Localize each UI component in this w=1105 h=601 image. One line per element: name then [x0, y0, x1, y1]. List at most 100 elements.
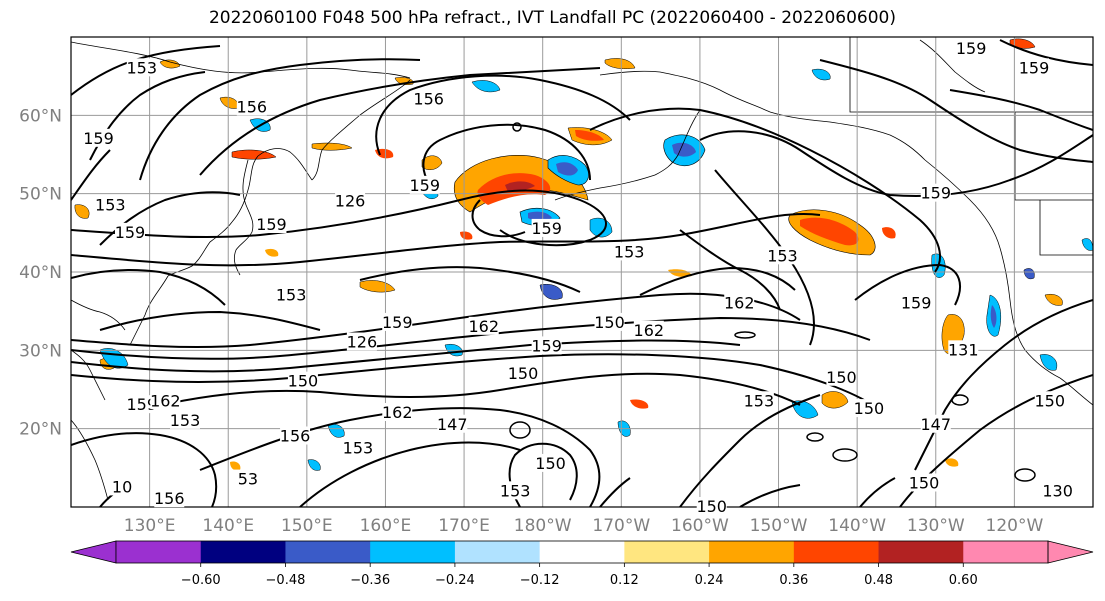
contour-label: 150 [696, 497, 727, 516]
colorbar-segment [285, 541, 371, 563]
contour-label: 153 [343, 438, 374, 457]
contour-label-background [767, 246, 798, 265]
contour-label: 159 [531, 336, 562, 355]
colorbar-segment [116, 541, 202, 563]
contour-label: 150 [535, 454, 566, 473]
map-title: 2022060100 F048 500 hPa refract., IVT La… [208, 8, 896, 28]
contour-label-background [232, 469, 263, 488]
contour-label: 150 [594, 313, 625, 332]
colorbar-segment [878, 541, 964, 563]
contour-label: 147 [437, 415, 468, 434]
contour-label-background [150, 391, 181, 410]
contour-label-background [531, 336, 562, 355]
contour-label: 162 [634, 321, 665, 340]
contour-label: 159 [126, 395, 157, 414]
contour-label-background [114, 222, 145, 241]
colorbar [70, 540, 1094, 564]
latitude-label: 20°N [19, 420, 62, 440]
contour-label: 156 [154, 489, 185, 508]
contour-label: 159 [901, 293, 932, 312]
colorbar-segment [370, 541, 456, 563]
contour-label-background [468, 316, 499, 335]
contour-label-background [346, 332, 377, 351]
contour-label-background [696, 497, 727, 515]
contour-label-background [901, 293, 932, 312]
contour-label-background [614, 242, 645, 261]
contour-label: 131 [948, 340, 979, 359]
latitude-label: 30°N [19, 341, 62, 361]
contour-label-background [126, 58, 157, 77]
contour-label-background [382, 403, 413, 421]
contour-label: 153 [767, 246, 798, 265]
contour-label: 10 [112, 477, 132, 496]
contour-label-background [335, 191, 366, 210]
contour-label-background [154, 489, 185, 508]
contour-label-background [920, 183, 951, 202]
contour-label-background [276, 285, 307, 304]
contour-label: 159 [920, 184, 951, 203]
latitude-label: 60°N [19, 106, 62, 126]
longitude-labels: 130°E 140°E 150°E 160°E 170°E 180°W 170°W 160°W… [124, 516, 1044, 536]
colorbar-tick-label: −0.24 [435, 573, 475, 588]
contour-label-background [280, 426, 311, 445]
small-closed-contours [509, 122, 1036, 482]
colorbar-tick-labels: −0.60 −0.48 −0.36 −0.24 −0.12 0.12 0.24 0.36 0.4… [181, 563, 978, 588]
contour-label: 162 [468, 317, 499, 336]
contour-label-background [743, 391, 774, 410]
contour-label: 150 [854, 399, 885, 418]
colorbar-segment [454, 541, 541, 563]
longitude-label: 150°W [750, 516, 808, 536]
longitude-label: 170°W [592, 516, 650, 536]
contour-label: 156 [413, 90, 444, 109]
contour-label-background [169, 410, 200, 429]
contour-label-background [287, 371, 318, 390]
contour-label-background [1042, 481, 1073, 500]
contour-label-background [724, 293, 755, 312]
colorbar-segment [963, 541, 1049, 563]
contour-label-background [382, 312, 413, 331]
contour-label-background [126, 395, 157, 414]
contour-label-background [500, 481, 531, 500]
contour-label: 159 [531, 219, 562, 238]
colorbar-tick-label: −0.36 [350, 573, 390, 588]
longitude-label: 160°W [671, 516, 729, 536]
contour-label: 150 [288, 372, 319, 391]
contour-label-background [633, 320, 664, 339]
longitude-label: 130°W [907, 516, 965, 536]
contour-label-background [83, 128, 114, 147]
contour-label-background [1019, 58, 1050, 77]
latitude-label: 50°N [19, 185, 62, 205]
contour-label: 153 [276, 286, 307, 305]
contour-label-background [107, 477, 138, 496]
contour-label: 153 [614, 242, 645, 261]
longitude-label: 180°W [514, 516, 572, 536]
contour-label: 156 [280, 427, 311, 446]
contour-label: 162 [724, 293, 755, 312]
contour-label: 159 [409, 176, 440, 195]
colorbar-outline [115, 540, 1049, 564]
contour-label-background [236, 97, 267, 116]
colorbar-tick-label: 0.36 [779, 573, 808, 588]
colorbar-segment [793, 541, 880, 563]
colorbar-upper-extension [1047, 540, 1094, 564]
contour-label: 153 [126, 58, 157, 77]
contour-label: 153 [95, 195, 126, 214]
contour-label: 150 [909, 474, 940, 493]
contour-label-background [535, 453, 566, 472]
contour-label: 150 [826, 368, 857, 387]
contour-label: 159 [382, 313, 413, 332]
longitude-label: 140°W [828, 516, 886, 536]
contour-label: 130 [1042, 481, 1073, 500]
colorbar-segment [709, 541, 795, 563]
map-frame [70, 36, 1094, 508]
contour-label-background [948, 340, 979, 359]
colorbar-tick-label: 0.60 [949, 573, 978, 588]
longitude-label: 150°E [281, 516, 333, 536]
contour-label-background [908, 473, 939, 492]
colorbar-tick-label: 0.12 [610, 573, 639, 588]
colorbar-tick-label: 0.24 [695, 573, 724, 588]
colorbar-segment [624, 541, 710, 563]
latitude-labels: 60°N 50°N 40°N 30°N 20°N [19, 106, 62, 439]
